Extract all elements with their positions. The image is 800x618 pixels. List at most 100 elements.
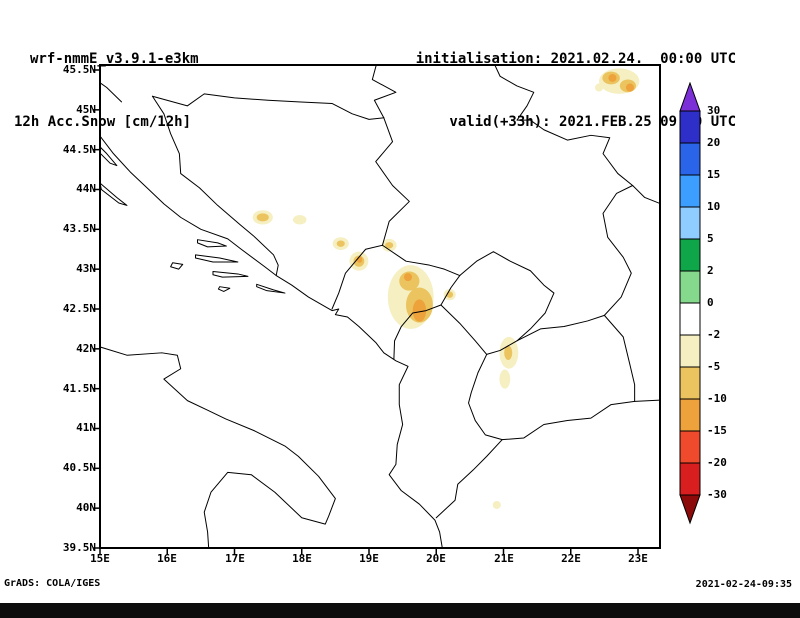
- colorbar-tick-label: 2: [707, 264, 714, 277]
- island-pag: [93, 140, 117, 165]
- colorbar-tick-label: 20: [707, 136, 721, 149]
- lat-tick-label: 41N: [76, 421, 96, 434]
- lat-tick-label: 41.5N: [62, 382, 96, 395]
- island-lastovo: [218, 287, 229, 292]
- snow-patch-orange: [403, 273, 413, 282]
- border-bosnia-north-sava: [152, 94, 383, 119]
- border-serbia-macedonia: [517, 315, 604, 340]
- island-korcula: [213, 272, 248, 278]
- lon-tick-label: 18E: [292, 552, 312, 565]
- model-title: wrf-nmmE_v3.9.1-e3km: [30, 51, 199, 67]
- lat-tick-label: 44.5N: [62, 143, 96, 156]
- border-bosnia-serbia-drina: [376, 118, 410, 245]
- colorbar-tick-label: -2: [707, 328, 721, 341]
- colorbar-tick-label: 0: [707, 296, 714, 309]
- snow-patch-mid: [385, 242, 394, 249]
- border-macedonia-greece: [502, 400, 665, 440]
- lon-tick-label: 16E: [157, 552, 177, 565]
- colorbar-band: [679, 366, 701, 400]
- map-clipped-area: [93, 62, 665, 552]
- lon-tick-label: 17E: [225, 552, 245, 565]
- lon-tick-label: 21E: [494, 552, 514, 565]
- coastlines: [93, 127, 443, 552]
- colorbar-band: [679, 270, 701, 304]
- lon-tick-label: 15E: [90, 552, 110, 565]
- border-montenegro-albania: [394, 305, 441, 359]
- colorbar-band: [679, 110, 701, 144]
- island-vis: [171, 263, 183, 269]
- snow-patch-mid: [336, 240, 345, 247]
- colorbar-band: [679, 174, 701, 208]
- lat-tick-label: 45.5N: [62, 63, 96, 76]
- snow-shading: [252, 68, 640, 509]
- lat-tick-label: 45N: [76, 103, 96, 116]
- snow-patch-pale: [499, 369, 511, 389]
- colorbar-tick-label: 15: [707, 168, 721, 181]
- colorbar-tick-label: -10: [707, 392, 727, 405]
- lat-tick-label: 40N: [76, 501, 96, 514]
- snow-patch-mid: [504, 345, 513, 360]
- colorbar-arrow-bottom: [679, 494, 701, 525]
- snow-patch-orange: [625, 83, 634, 92]
- snow-patch-pale: [594, 83, 604, 92]
- colorbar-band: [679, 334, 701, 368]
- snow-patch-pale: [293, 214, 307, 225]
- lat-tick-label: 42N: [76, 342, 96, 355]
- border-kosovo-ring: [441, 252, 554, 355]
- lat-tick-label: 42.5N: [62, 302, 96, 315]
- bottom-bar: [0, 603, 800, 618]
- lon-tick-label: 22E: [561, 552, 581, 565]
- colorbar-tick-label: 10: [707, 200, 721, 213]
- field-title: 12h Acc.Snow [cm/12h]: [14, 114, 192, 130]
- border-serbia-romania: [493, 62, 632, 185]
- border-montenegro-serbia: [382, 245, 459, 275]
- colorbar-tick-label: -15: [707, 424, 727, 437]
- colorbar-tick-label: 30: [707, 104, 721, 117]
- border-macedonia-bulgaria: [604, 315, 634, 401]
- lat-tick-label: 39.5N: [62, 541, 96, 554]
- plot-titles: wrf-nmmE_v3.9.1-e3km 12h Acc.Snow [cm/12…: [14, 7, 199, 175]
- colorbar-band: [679, 430, 701, 464]
- island-mljet: [257, 284, 285, 293]
- border-albania-greece: [436, 440, 502, 518]
- country-borders: [93, 62, 665, 518]
- border-croatia-serbia: [372, 62, 396, 118]
- colorbar-arrow-top: [679, 82, 701, 112]
- colorbar: [679, 82, 701, 525]
- map-frame: [99, 64, 661, 549]
- snow-patch-mid: [256, 213, 269, 222]
- colorbar-band: [679, 462, 701, 496]
- colorbar-band: [679, 206, 701, 240]
- border-bosnia-montenegro: [332, 245, 382, 309]
- colorbar-tick-label: -20: [707, 456, 727, 469]
- colorbar-band: [679, 142, 701, 176]
- island-hvar: [195, 255, 237, 262]
- colorbar-tick-label: -5: [707, 360, 721, 373]
- border-macedonia-albania: [469, 354, 503, 439]
- border-bulgaria-romania-danube: [633, 186, 665, 206]
- creation-timestamp: 2021-02-24-09:35: [695, 579, 792, 590]
- lat-tick-label: 40.5N: [62, 461, 96, 474]
- lat-tick-label: 43.5N: [62, 222, 96, 235]
- coastline-italy: [93, 345, 335, 552]
- lat-tick-label: 43N: [76, 262, 96, 275]
- island-dugi-otok: [100, 183, 127, 205]
- initialisation-time: initialisation: 2021.02.24. 00:00 UTC: [415, 51, 736, 67]
- grads-credit: GrADS: COLA/IGES: [4, 578, 101, 589]
- lon-tick-label: 19E: [359, 552, 379, 565]
- colorbar-band: [679, 398, 701, 432]
- colorbar-band: [679, 302, 701, 336]
- border-serbia-bulgaria: [603, 186, 633, 316]
- island-brac: [198, 240, 227, 247]
- border-kosovo-montenegro: [441, 276, 460, 305]
- border-croatia-bosnia-west: [152, 96, 278, 275]
- coastline-adriatic-east: [93, 127, 443, 552]
- colorbar-tick-label: -30: [707, 488, 727, 501]
- border-slovenia-croatia: [93, 78, 121, 102]
- snow-patch-orange: [356, 256, 363, 263]
- colorbar-band: [679, 238, 701, 272]
- snow-patch-pale: [492, 500, 501, 509]
- lon-tick-label: 20E: [426, 552, 446, 565]
